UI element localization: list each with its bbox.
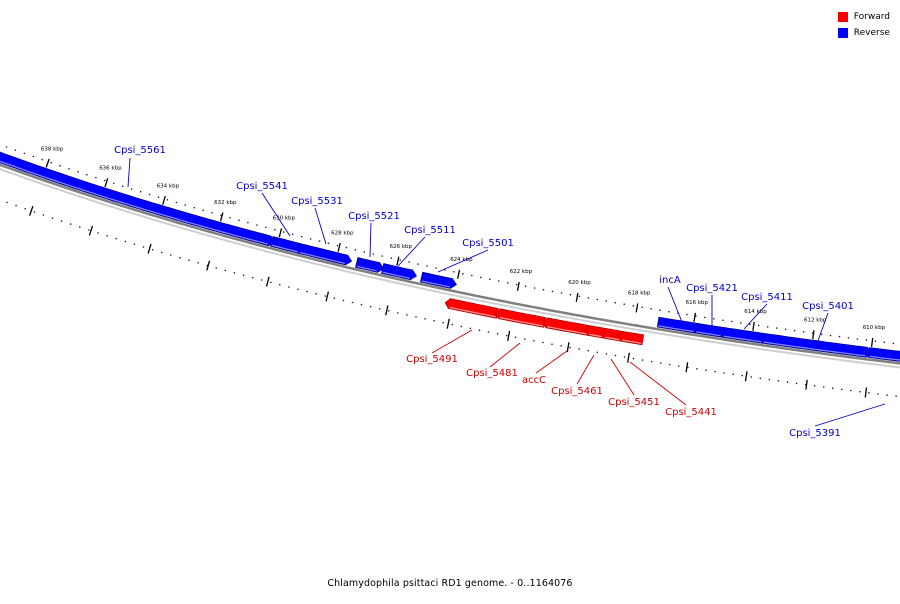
tick-label: 636 kbp (99, 166, 122, 172)
gene-Cpsi_5511-leader (398, 237, 425, 266)
gene-label-Cpsi_5441: Cpsi_5441 (665, 407, 717, 418)
tick-label: 610 kbp (863, 325, 886, 331)
gene-label-Cpsi_5541: Cpsi_5541 (236, 181, 288, 192)
gene-label-Cpsi_5521: Cpsi_5521 (348, 211, 400, 222)
tick-lower (267, 277, 270, 287)
tick-upper (872, 338, 873, 347)
gene-label-Cpsi_5481: Cpsi_5481 (466, 368, 518, 379)
tick-label: 626 kbp (390, 244, 413, 250)
tick-upper (694, 313, 695, 322)
gene-label-Cpsi_5411: Cpsi_5411 (741, 292, 793, 303)
tick-upper (518, 282, 520, 291)
tick-lower (447, 319, 449, 329)
legend-item-reverse: Reverse (838, 25, 890, 41)
tick-upper (163, 196, 166, 205)
gene-label-Cpsi_5511: Cpsi_5511 (404, 225, 456, 236)
tick-lower (746, 371, 748, 381)
tick-label: 614 kbp (744, 309, 767, 315)
gene-Cpsi_5561-shape (0, 152, 275, 246)
tick-lower (386, 306, 388, 316)
gene-label-Cpsi_5501: Cpsi_5501 (462, 238, 514, 249)
tick-lower (686, 362, 688, 372)
tick-lower (865, 388, 866, 398)
gene-Cpsi_5481-leader (490, 343, 520, 367)
gene-Cpsi_5391-leader (815, 404, 885, 426)
legend-label-forward: Forward (854, 12, 890, 22)
tick-label: 630 kbp (273, 216, 296, 222)
tick-upper (221, 213, 223, 222)
tick-label: 638 kbp (41, 146, 64, 152)
gene-Cpsi_5521-leader (370, 223, 371, 257)
tick-label: 616 kbp (686, 300, 709, 306)
tick-upper (105, 178, 108, 187)
tick-lower (30, 206, 33, 216)
gene-label-Cpsi_5421: Cpsi_5421 (686, 283, 738, 294)
tick-label: 622 kbp (510, 269, 533, 275)
tick-lower (806, 380, 807, 390)
gene-label-Cpsi_5401: Cpsi_5401 (802, 301, 854, 312)
tick-label: 632 kbp (214, 200, 237, 206)
tick-upper (813, 330, 814, 339)
tick-lower (567, 342, 569, 352)
genome-caption: Chlamydophila psittaci RD1 genome. - 0..… (0, 578, 900, 589)
tick-upper (576, 293, 578, 302)
gene-Cpsi_5451-leader (611, 359, 634, 395)
tick-lower (628, 353, 630, 363)
gene-incA-leader (668, 287, 682, 322)
legend-label-reverse: Reverse (854, 28, 890, 38)
gene-label-Cpsi_5391: Cpsi_5391 (789, 428, 841, 439)
gene-label-Cpsi_5491: Cpsi_5491 (406, 354, 458, 365)
gene-Cpsi_5561-leader (128, 158, 130, 187)
legend-item-forward: Forward (838, 9, 890, 25)
tick-upper (458, 270, 460, 279)
tick-upper (753, 322, 754, 331)
tick-lower (89, 226, 92, 236)
tick-label: 634 kbp (157, 183, 180, 189)
gene-label-accC: accC (522, 375, 546, 386)
tick-lower (326, 292, 328, 302)
tick-upper (397, 257, 399, 266)
gene-label-Cpsi_5561: Cpsi_5561 (114, 145, 166, 156)
gene-Cpsi_5541-leader (262, 193, 290, 236)
gene-Cpsi_5491-leader (432, 330, 472, 353)
legend-swatch-reverse (838, 28, 848, 38)
gene-Cpsi_5501-leader (438, 250, 488, 272)
gene-label-Cpsi_5461: Cpsi_5461 (551, 386, 603, 397)
tick-label: 618 kbp (628, 291, 651, 297)
gene-label-incA: incA (659, 275, 681, 286)
tick-upper (46, 159, 49, 168)
tick-label: 628 kbp (331, 230, 354, 236)
gene-accC-leader (536, 351, 567, 373)
gene-Cpsi_5461-leader (577, 355, 594, 384)
tick-lower (148, 244, 151, 254)
legend: Forward Reverse (838, 9, 890, 41)
gene-Cpsi_5411-leader (744, 304, 767, 329)
tick-upper (279, 228, 281, 237)
tick-label: 612 kbp (804, 317, 827, 323)
tick-lower (508, 331, 510, 341)
tick-label: 620 kbp (568, 280, 591, 286)
tick-upper (636, 304, 638, 313)
gene-label-Cpsi_5451: Cpsi_5451 (608, 397, 660, 408)
tick-upper (338, 243, 340, 252)
gene-label-Cpsi_5531: Cpsi_5531 (291, 196, 343, 207)
gene-Cpsi_5531-leader (315, 208, 326, 244)
legend-swatch-forward (838, 12, 848, 22)
